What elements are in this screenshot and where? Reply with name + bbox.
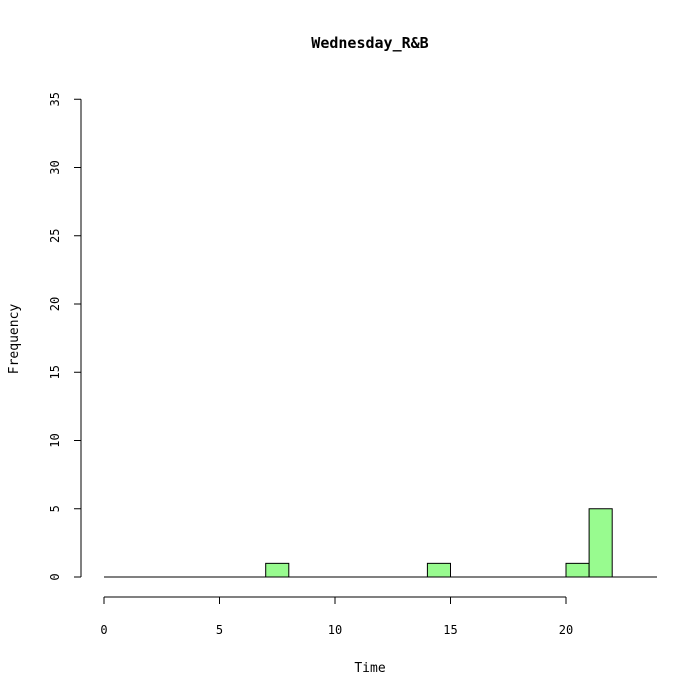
y-tick-label: 0 — [48, 573, 62, 580]
histogram-bars — [104, 508, 657, 578]
chart-title: Wednesday_R&B — [311, 34, 428, 52]
histogram-bar — [588, 508, 613, 578]
y-tick-label: 30 — [48, 160, 62, 174]
y-tick-label: 25 — [48, 229, 62, 243]
y-tick-label: 5 — [48, 505, 62, 512]
y-tick-label: 35 — [48, 92, 62, 106]
x-tick-label: 20 — [559, 623, 573, 637]
histogram-bar — [565, 562, 590, 578]
y-tick-label: 20 — [48, 297, 62, 311]
histogram-bar — [426, 562, 451, 578]
y-axis-label: Frequency — [7, 304, 22, 375]
y-axis: 0 5 10 15 20 25 30 35 — [48, 92, 82, 581]
x-tick-label: 15 — [443, 623, 457, 637]
y-tick-label: 15 — [48, 365, 62, 379]
x-tick-label: 5 — [216, 623, 223, 637]
histogram-bar — [265, 562, 290, 578]
x-axis-label: Time — [354, 661, 385, 676]
x-tick-label: 0 — [100, 623, 107, 637]
x-tick-label: 10 — [328, 623, 342, 637]
x-axis: 0 5 10 15 20 — [100, 596, 573, 637]
y-tick-label: 10 — [48, 433, 62, 447]
